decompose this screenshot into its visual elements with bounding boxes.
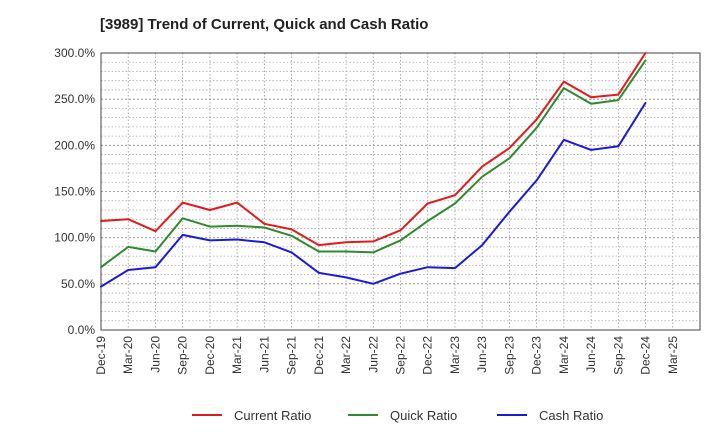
x-tick-label: Dec-22 [421,336,435,375]
series-lines [100,52,647,288]
x-tick-label: Jun-23 [475,336,489,373]
y-tick-label: 50.0% [61,277,95,291]
x-tick-label: Jun-20 [148,336,162,373]
legend-label: Cash Ratio [539,408,603,423]
x-tick-label: Dec-19 [94,336,108,375]
series-line [100,52,647,247]
x-tick-label: Sep-23 [502,336,516,375]
x-tick-label: Sep-24 [611,336,625,375]
y-tick-label: 200.0% [54,138,95,152]
x-tick-label: Jun-24 [584,336,598,373]
legend: Current Ratio Quick Ratio Cash Ratio [192,408,603,423]
x-tick-label: Sep-22 [394,336,408,375]
x-tick-label: Mar-22 [339,336,353,374]
x-tick-label: Mar-25 [666,336,680,374]
x-tick-label: Sep-21 [285,336,299,375]
y-tick-label: 100.0% [54,231,95,245]
x-tick-label: Jun-22 [366,336,380,373]
x-tick-label: Dec-21 [312,336,326,375]
chart-title: [3989] Trend of Current, Quick and Cash … [100,16,428,33]
y-tick-label: 150.0% [54,185,95,199]
x-tick-label: Dec-24 [639,336,653,375]
x-tick-label: Mar-24 [557,336,571,374]
legend-label: Current Ratio [234,408,311,423]
series-line [100,101,647,288]
y-tick-label: 250.0% [54,92,95,106]
legend-label: Quick Ratio [390,408,457,423]
y-tick-label: 300.0% [54,46,95,60]
x-tick-label: Dec-23 [530,336,544,375]
x-tick-label: Mar-23 [448,336,462,374]
x-tick-label: Mar-21 [230,336,244,374]
axes: 0.0% 50.0% 100.0% 150.0% 200.0% 250.0% 300.0% D… [54,46,701,375]
y-tick-label: 0.0% [68,323,96,337]
x-tick-label: Jun-21 [257,336,271,373]
x-tick-label: Dec-20 [203,336,217,375]
series-line [100,59,647,269]
x-tick-label: Sep-20 [176,336,190,375]
x-tick-label: Mar-20 [121,336,135,374]
plot-frame [100,52,701,331]
